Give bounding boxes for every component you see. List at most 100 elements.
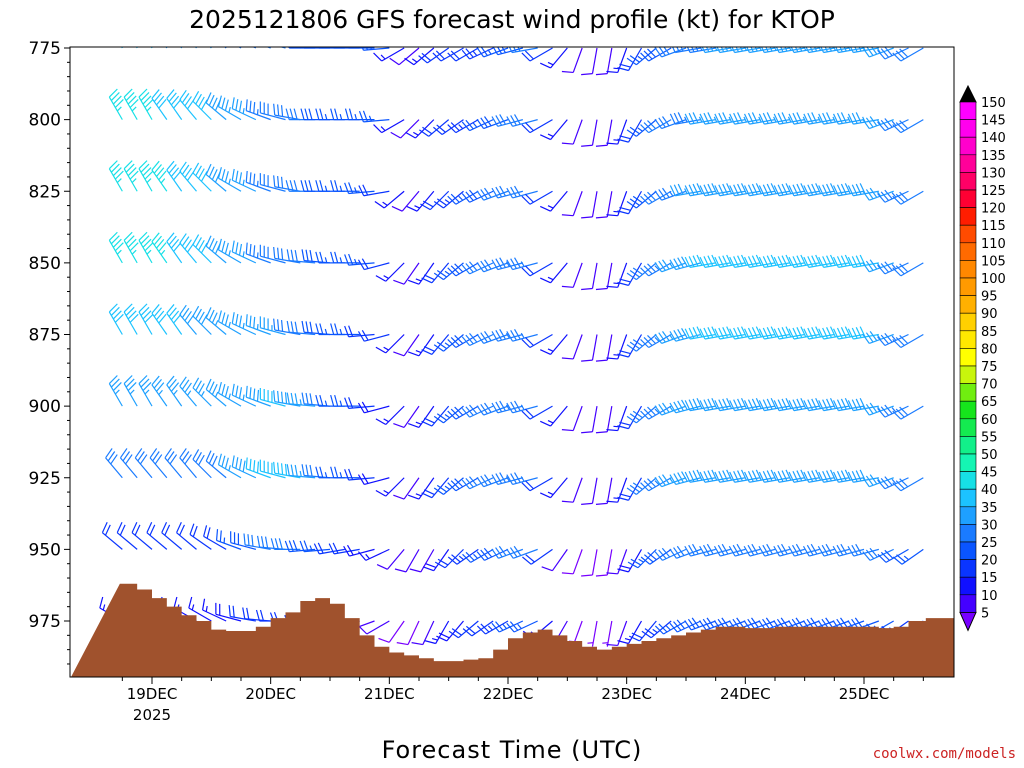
wind-barb: [192, 234, 212, 264]
wind-barb: [433, 477, 464, 495]
wind-barb: [461, 476, 494, 490]
wind-barb: [179, 161, 197, 192]
wind-barb: [259, 173, 286, 192]
wind-barb: [146, 522, 168, 550]
wind-barb: [476, 620, 509, 635]
wind-barb: [521, 262, 553, 277]
wind-barb: [217, 310, 242, 336]
wind-barb: [231, 312, 257, 336]
wind-barb: [862, 330, 894, 344]
wind-barb: [330, 323, 360, 336]
wind-barb: [862, 402, 894, 416]
colorbar-label: 5: [981, 606, 989, 621]
wind-barb: [432, 47, 464, 62]
wind-barb: [581, 406, 598, 434]
y-tick-label: 900: [29, 397, 61, 417]
wind-barb: [286, 249, 316, 264]
wind-barb: [561, 47, 583, 74]
colorbar-swatch: [959, 295, 977, 314]
colorbar-swatch: [959, 260, 977, 279]
wind-barb: [447, 119, 479, 134]
wind-barb: [179, 233, 197, 264]
wind-barb: [101, 522, 123, 550]
wind-barb: [357, 258, 390, 271]
wind-barb: [166, 232, 183, 264]
colorbar-label: 90: [981, 307, 998, 322]
wind-barb: [108, 303, 124, 335]
wind-barb: [378, 620, 405, 643]
colorbar-label: 150: [981, 96, 1006, 111]
wind-barb: [138, 160, 154, 192]
wind-barb: [862, 259, 894, 273]
credit-link[interactable]: coolwx.com/models: [873, 746, 1016, 762]
wind-barb: [862, 547, 894, 561]
wind-barb: [541, 549, 568, 572]
wind-barb: [138, 88, 154, 120]
wind-barb: [595, 406, 613, 434]
colorbar-label: 35: [981, 501, 998, 516]
wind-barb: [259, 101, 286, 121]
wind-barb: [447, 190, 479, 205]
colorbar-label: 110: [981, 237, 1006, 252]
wind-barb: [259, 244, 286, 264]
wind-barb: [803, 254, 835, 268]
wind-barb: [390, 119, 420, 139]
wind-barb: [862, 47, 894, 58]
wind-barb: [561, 549, 583, 575]
wind-barb: [409, 549, 435, 573]
wind-barb: [288, 47, 316, 49]
wind-barb: [192, 449, 212, 479]
wind-barb: [404, 47, 435, 66]
wind-barb: [433, 334, 464, 352]
wind-barb: [284, 540, 316, 553]
wind-barb: [522, 548, 553, 565]
colorbar-label: 105: [981, 254, 1006, 269]
wind-barb: [540, 405, 568, 427]
wind-barb: [640, 548, 672, 565]
wind-barb: [273, 103, 301, 121]
colorbar-swatch: [959, 207, 977, 226]
colorbar-swatch: [959, 101, 977, 120]
wind-barb: [313, 542, 345, 555]
wind-barb: [561, 191, 583, 217]
wind-barb: [344, 108, 375, 121]
wind-barb: [138, 303, 154, 335]
wind-barb: [561, 119, 583, 145]
colorbar-swatch: [959, 506, 977, 525]
wind-barb: [447, 477, 479, 492]
wind-barb: [714, 183, 746, 197]
colorbar-swatch: [959, 436, 977, 455]
colorbar-label: 75: [981, 360, 998, 375]
wind-barb: [217, 381, 242, 407]
wind-barb: [407, 477, 435, 500]
wind-barb: [202, 598, 227, 622]
wind-barb: [259, 316, 286, 336]
colorbar-label: 135: [981, 149, 1006, 164]
wind-barb: [640, 333, 672, 349]
wind-barb: [151, 160, 168, 192]
wind-barb: [179, 89, 197, 121]
wind-barb: [641, 620, 672, 639]
x-year-label: 2025: [133, 706, 171, 724]
wind-barb: [433, 119, 464, 136]
wind-barb: [424, 620, 450, 645]
wind-barb: [684, 254, 716, 268]
wind-barb: [626, 477, 657, 495]
wind-barb: [242, 607, 271, 622]
wind-barb: [361, 47, 390, 51]
wind-barb: [434, 548, 464, 569]
wind-barb: [447, 47, 479, 62]
wind-barb: [640, 477, 672, 492]
wind-barb: [332, 47, 360, 49]
wind-barb: [773, 397, 805, 412]
wind-barb: [788, 469, 820, 483]
x-tick-label: 23DEC: [601, 685, 652, 703]
wind-barbs-layer: [99, 47, 924, 647]
wind-barb: [595, 334, 613, 362]
wind-barb: [540, 334, 568, 355]
wind-barb: [231, 97, 257, 121]
y-tick-label: 800: [29, 111, 61, 131]
wind-barb: [581, 334, 598, 362]
wind-barb: [877, 404, 909, 418]
wind-barb: [231, 168, 257, 192]
